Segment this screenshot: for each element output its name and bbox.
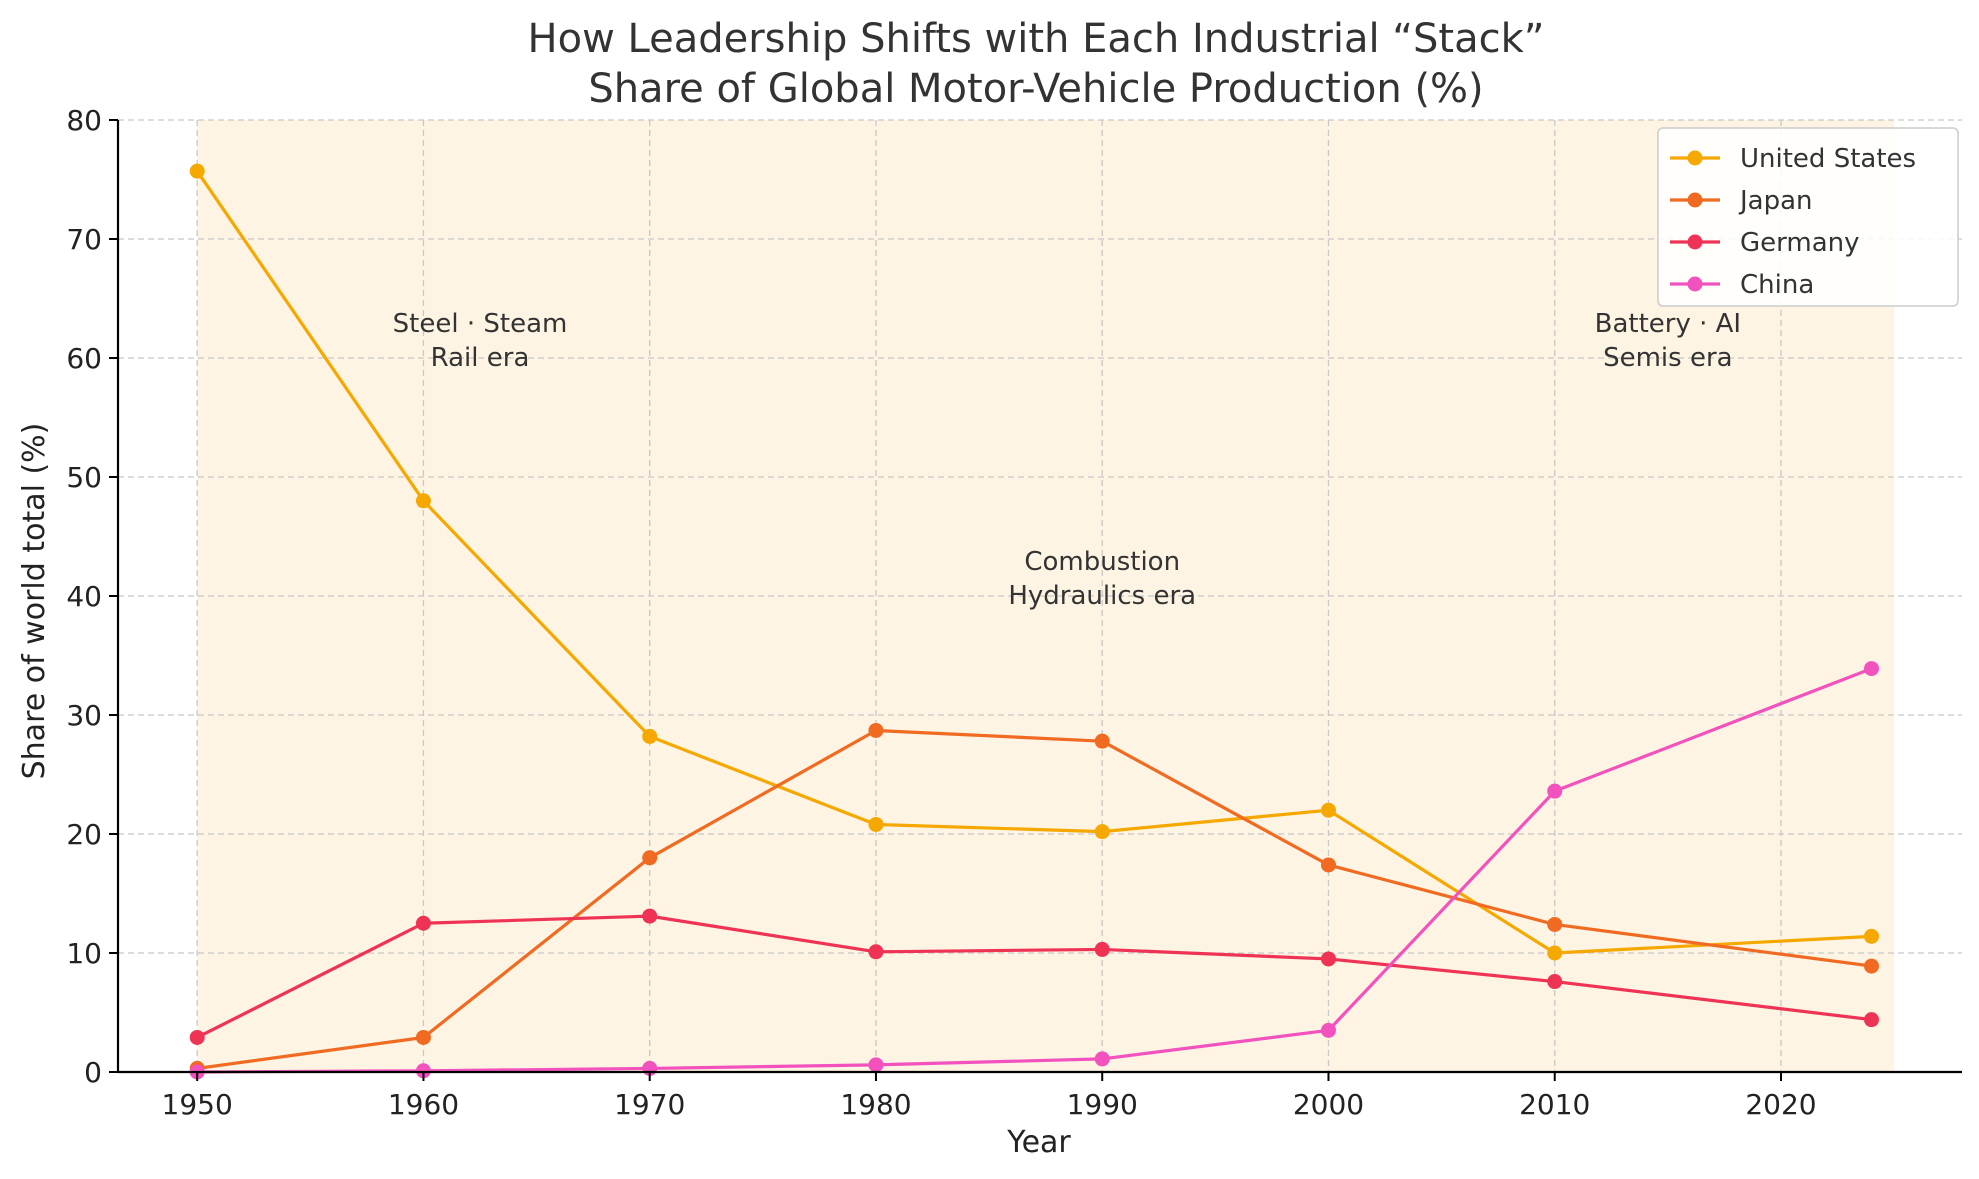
data-point-japan [1320, 857, 1336, 873]
data-point-united-states [1863, 928, 1879, 944]
series-line-germany [196, 914, 1872, 1039]
data-point-united-states [1547, 945, 1563, 961]
y-tick-label: 30 [66, 699, 102, 732]
era-label: Steel · Steam [393, 309, 568, 339]
data-point-germany [1863, 1012, 1879, 1028]
era-label: Rail era [431, 343, 530, 373]
data-point-japan [1547, 916, 1563, 932]
data-point-japan [415, 1029, 431, 1045]
chart-title: How Leadership Shifts with Each Industri… [528, 16, 1545, 62]
x-tick-label: 2020 [1745, 1088, 1816, 1121]
series-line-united-states [195, 170, 1872, 955]
era-label: Hydraulics era [1008, 581, 1196, 611]
x-tick-label: 2000 [1293, 1088, 1364, 1121]
data-point-japan [642, 850, 658, 866]
data-point-united-states [642, 728, 658, 744]
era-label: Battery · AI [1595, 309, 1741, 339]
series-line-japan [196, 728, 1872, 1071]
data-point-germany [1320, 951, 1336, 967]
series-line-china [197, 667, 1873, 1074]
legend-label: China [1740, 270, 1814, 300]
grid [118, 119, 1962, 1072]
data-point-china [1547, 783, 1563, 799]
series-layer [189, 163, 1879, 1080]
legend-swatch-marker [1687, 192, 1703, 208]
data-point-japan [868, 722, 884, 738]
data-point-germany [189, 1029, 205, 1045]
y-axis-label: Share of world total (%) [17, 423, 52, 780]
y-tick-label: 0 [84, 1056, 102, 1089]
data-point-united-states [1094, 824, 1110, 840]
y-tick-label: 70 [66, 223, 102, 256]
data-point-china [868, 1057, 884, 1073]
data-point-united-states [189, 163, 205, 179]
data-point-china [415, 1063, 431, 1079]
legend-label: United States [1740, 144, 1916, 174]
y-tick-label: 60 [66, 342, 102, 375]
x-tick-label: 1990 [1067, 1088, 1138, 1121]
data-point-united-states [1320, 802, 1336, 818]
data-point-germany [642, 908, 658, 924]
data-point-japan [1863, 958, 1879, 974]
legend-label: Japan [1738, 186, 1813, 216]
data-point-china [1863, 661, 1879, 677]
data-point-germany [415, 915, 431, 931]
legend-swatch-marker [1687, 234, 1703, 250]
y-tick-label: 50 [66, 461, 102, 494]
data-point-germany [868, 944, 884, 960]
legend-swatch-marker [1687, 276, 1703, 292]
y-tick-label: 40 [66, 580, 102, 613]
x-tick-label: 1960 [388, 1088, 459, 1121]
x-tick-label: 2010 [1519, 1088, 1590, 1121]
data-point-japan [1094, 733, 1110, 749]
x-axis-label: Year [1006, 1125, 1071, 1160]
legend-box [1657, 127, 1959, 307]
data-point-united-states [868, 816, 884, 832]
y-tick-label: 10 [66, 937, 102, 970]
y-tick-label: 80 [66, 104, 102, 137]
data-point-united-states [415, 493, 431, 509]
x-tick-label: 1950 [162, 1088, 233, 1121]
x-tick-label: 1970 [614, 1088, 685, 1121]
chart-subtitle: Share of Global Motor-Vehicle Production… [588, 66, 1483, 112]
legend: United States Japan Germany China [1657, 127, 1959, 307]
data-point-china [1320, 1022, 1336, 1038]
x-tick-label: 1980 [840, 1088, 911, 1121]
legend-label: Germany [1740, 228, 1860, 258]
y-tick-label: 20 [66, 818, 102, 851]
era-label: Semis era [1603, 343, 1732, 373]
data-point-china [1094, 1051, 1110, 1067]
data-point-germany [1547, 974, 1563, 990]
data-point-germany [1094, 941, 1110, 957]
tick-labels: 1950 1960 1970 1980 1990 2000 2010 2020 0 10 20 30 4… [66, 104, 1816, 1121]
era-label: Combustion [1024, 547, 1180, 577]
era-annotations: Steel · Steam Rail era Combustion Hydraulic… [393, 309, 1741, 611]
legend-swatch-marker [1687, 150, 1703, 166]
